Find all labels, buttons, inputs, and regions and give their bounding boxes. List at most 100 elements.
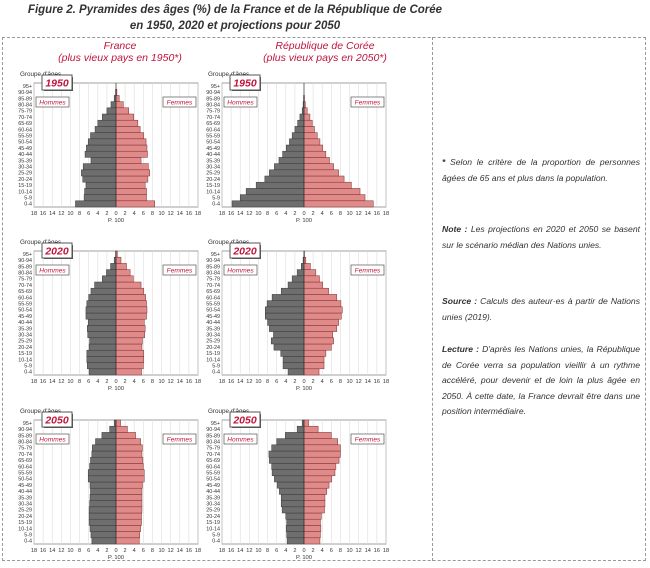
bar-women	[115, 356, 145, 363]
x-tick-label: 6	[87, 211, 90, 217]
bar-women	[303, 300, 342, 308]
bar-men	[280, 494, 305, 501]
x-tick-label: 2	[124, 548, 127, 554]
women-tag-label: Femmes	[355, 100, 381, 107]
bar-women	[303, 325, 338, 332]
x-tick-label: 2	[105, 211, 108, 217]
age-tick-label: 65-69	[18, 289, 32, 295]
bar-men	[87, 362, 117, 370]
note-lecture: Lecture : D'après les Nations unies, la …	[442, 342, 640, 420]
bar-women	[303, 169, 339, 177]
bar-women	[115, 163, 149, 171]
bar-women	[303, 475, 333, 483]
women-tag-label: Femmes	[167, 437, 193, 444]
x-tick-label: 4	[321, 379, 324, 385]
x-tick-label: 14	[177, 548, 183, 554]
bar-women	[115, 331, 145, 339]
pyramid-panel-korea-1950: Groupe d'âges0-45-910-1415-1920-2425-293…	[206, 71, 389, 224]
bar-men	[106, 269, 117, 277]
bar-women	[115, 138, 147, 146]
x-tick-label: 6	[142, 211, 145, 217]
x-tick-label: 14	[177, 211, 183, 217]
age-group-header: Groupe d'âges	[20, 71, 61, 78]
bar-men	[110, 263, 117, 270]
bar-women	[115, 157, 142, 164]
women-tag	[162, 264, 197, 276]
age-tick-label: 80-84	[18, 440, 32, 446]
year-label: 2050	[232, 415, 257, 427]
age-tick-label: 75-79	[18, 277, 32, 283]
x-tick-label: 2	[312, 548, 315, 554]
age-tick-label: 30-34	[18, 502, 32, 508]
x-tick-label: 4	[284, 379, 287, 385]
age-tick-label: 75-79	[206, 109, 220, 115]
age-tick-label: 30-34	[18, 333, 32, 339]
x-tick-label: 18	[383, 211, 389, 217]
x-tick-label: 10	[158, 379, 164, 385]
bar-men	[294, 126, 305, 133]
age-tick-label: 0-4	[212, 202, 220, 208]
bar-men	[276, 438, 305, 446]
age-tick-label: 25-29	[206, 339, 220, 345]
x-tick-label: 10	[255, 548, 261, 554]
age-tick-label: 55-59	[206, 134, 220, 140]
bar-women	[115, 269, 131, 277]
x-tick-label: 12	[246, 379, 252, 385]
age-tick-label: 80-84	[206, 440, 220, 446]
bar-men	[95, 438, 117, 446]
age-tick-label: 50-54	[206, 477, 220, 483]
age-tick-label: 45-49	[206, 146, 220, 152]
bar-men	[88, 294, 117, 301]
age-tick-label: 60-64	[18, 127, 32, 133]
age-tick-label: 85-89	[18, 96, 32, 102]
bar-men	[85, 181, 117, 189]
bar-women	[303, 200, 374, 208]
bar-men	[88, 512, 117, 520]
bar-women	[115, 95, 120, 102]
age-tick-label: 75-79	[206, 446, 220, 452]
bar-men	[282, 362, 305, 370]
bar-women	[303, 150, 327, 158]
bar-men	[301, 263, 305, 270]
bar-women	[303, 275, 320, 283]
bar-women	[115, 450, 143, 458]
x-unit-label: P. 100	[296, 386, 312, 392]
year-label: 2020	[232, 246, 257, 258]
age-tick-label: 85-89	[18, 264, 32, 270]
bar-men	[287, 368, 305, 376]
age-tick-label: 95+	[211, 421, 220, 427]
bar-women	[303, 425, 319, 433]
x-unit-label: P. 100	[296, 555, 312, 561]
age-tick-label: 80-84	[18, 103, 32, 109]
bar-men	[289, 138, 305, 146]
x-tick-label: 10	[346, 548, 352, 554]
bar-men	[97, 119, 117, 127]
x-tick-label: 14	[237, 379, 243, 385]
x-tick-label: 18	[195, 379, 201, 385]
x-tick-label: 16	[374, 379, 380, 385]
age-tick-label: 75-79	[206, 277, 220, 283]
women-tag-label: Femmes	[167, 268, 193, 275]
x-tick-label: 14	[49, 211, 55, 217]
bar-women	[303, 368, 320, 376]
x-tick-label: 18	[383, 379, 389, 385]
age-tick-label: 60-64	[206, 127, 220, 133]
age-tick-label: 50-54	[206, 140, 220, 146]
bar-men	[89, 337, 117, 345]
age-tick-label: 15-19	[18, 520, 32, 526]
age-tick-label: 30-34	[206, 165, 220, 171]
x-tick-label: 2	[105, 548, 108, 554]
age-tick-label: 15-19	[206, 520, 220, 526]
x-tick-label: 2	[124, 379, 127, 385]
age-tick-label: 35-39	[18, 495, 32, 501]
age-tick-label: 85-89	[18, 433, 32, 439]
bar-men	[287, 281, 305, 289]
bar-women	[115, 194, 147, 202]
age-tick-label: 35-39	[18, 158, 32, 164]
age-tick-label: 40-44	[18, 489, 32, 495]
x-tick-label: 12	[356, 379, 362, 385]
bar-women	[303, 175, 345, 183]
bar-women	[115, 349, 145, 357]
women-tag	[350, 264, 385, 276]
bar-men	[271, 294, 305, 301]
